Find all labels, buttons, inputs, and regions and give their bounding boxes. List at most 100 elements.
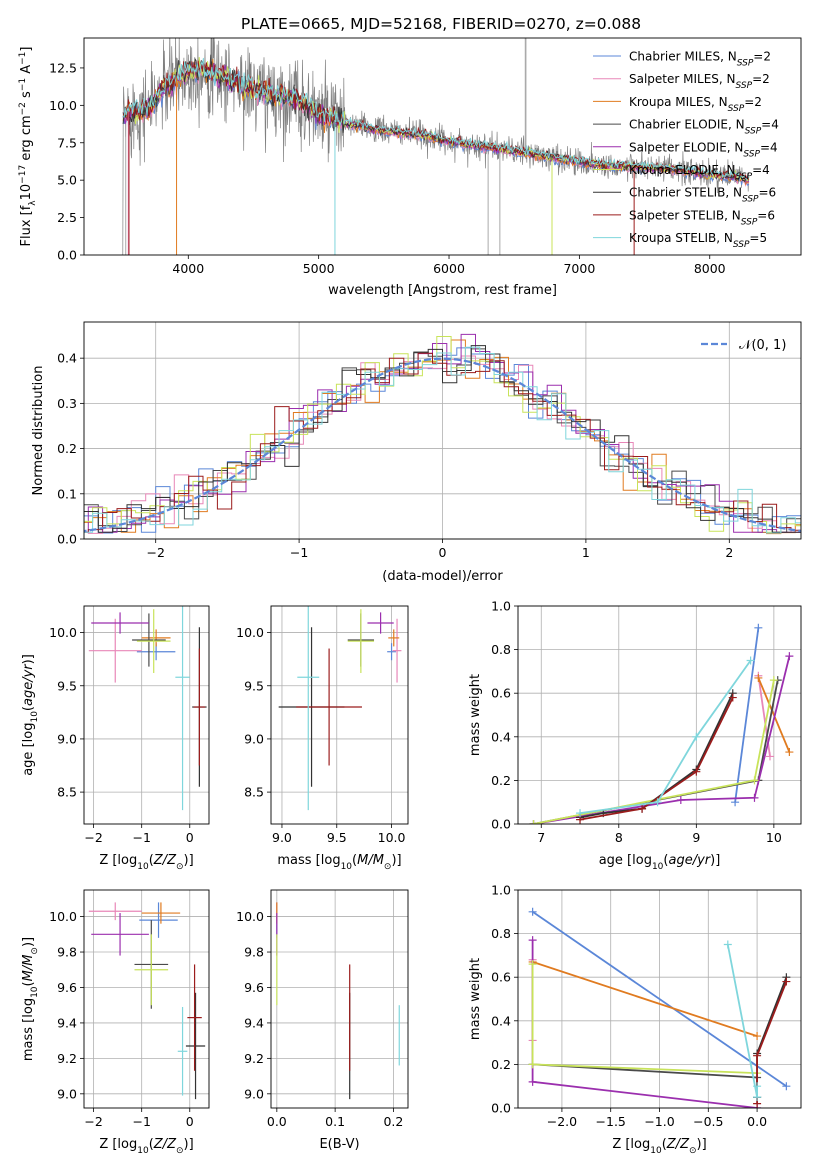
legend-label-kroupa_stelib: Kroupa STELIB, NSSP=5 <box>629 231 767 250</box>
weight-marker-chabrier_miles <box>754 623 763 632</box>
y-tick-label: 10.0 <box>49 909 77 924</box>
histogram-kroupa_elodie <box>84 336 801 533</box>
errorbar-plot <box>88 606 207 811</box>
y-tick-label: 10.0 <box>236 909 264 924</box>
weight-line-kroupa_stelib <box>579 659 752 814</box>
y-tick-label: 9.0 <box>57 1086 77 1101</box>
legend-label-salpeter_stelib: Salpeter STELIB, NSSP=6 <box>629 208 775 227</box>
y-tick-label: 9.4 <box>244 1015 264 1030</box>
histogram-kroupa_stelib <box>84 346 801 534</box>
x-tick-label: −2 <box>84 830 102 845</box>
spectrum-plot <box>120 38 750 255</box>
x-tick-label: 4000 <box>172 261 204 276</box>
x-tick-label: 0 <box>439 545 447 560</box>
x-tick-label: 9.0 <box>272 830 292 845</box>
weight-marker-salpeter_elodie <box>528 936 537 945</box>
weight-marker-kroupa_stelib <box>692 732 701 741</box>
weight-line-kroupa_miles <box>757 677 791 753</box>
panel-7: −2.0 −1.5 −1.0 −0.5 0.0 0.0 0.2 0.4 0.6 0.8 1.0 Z [… <box>468 883 802 1156</box>
weight-line-chabrier_stelib <box>756 976 788 1098</box>
x-tick-label: 10.0 <box>378 830 406 845</box>
x-tick-label: 8000 <box>694 261 726 276</box>
legend-label-salpeter_elodie: Salpeter ELODIE, NSSP=4 <box>629 140 778 159</box>
y-axis-label: Normed distribution <box>31 366 46 496</box>
y-tick-label: 9.6 <box>57 980 77 995</box>
histogram-kroupa_miles <box>84 339 801 535</box>
y-tick-label: 0.3 <box>57 396 77 411</box>
weight-marker-kroupa_elodie <box>528 960 537 969</box>
panel-4: 7 8 9 10 0.0 0.2 0.4 0.6 0.8 1.0 age [log10(age/yr… <box>468 599 802 872</box>
errorbar-plot <box>278 606 402 811</box>
y-tick-label: 0.6 <box>491 970 511 985</box>
x-tick-label: −2.0 <box>547 1114 577 1129</box>
x-tick-label: −1 <box>132 1114 150 1129</box>
weight-marker-kroupa_elodie <box>769 676 778 685</box>
y-tick-label: 8.5 <box>244 785 264 800</box>
y-tick-label: 0.2 <box>57 441 77 456</box>
weight-marker-chabrier_miles <box>782 1082 791 1091</box>
weight-marker-kroupa_stelib <box>753 1093 762 1102</box>
weight-line-kroupa_miles <box>532 961 758 1037</box>
y-tick-label: 9.8 <box>244 945 264 960</box>
legend-label-chabrier_stelib: Chabrier STELIB, NSSP=6 <box>629 186 776 205</box>
x-tick-label: 6000 <box>433 261 465 276</box>
x-tick-label: 5000 <box>303 261 335 276</box>
y-tick-label: 0.2 <box>491 773 511 788</box>
y-tick-label: 9.2 <box>57 1051 77 1066</box>
histogram-salpeter_stelib <box>84 352 801 533</box>
y-tick-label: 0.0 <box>57 248 77 263</box>
y-axis-label: mass weight <box>468 958 483 1040</box>
y-tick-label: 10.0 <box>49 98 77 113</box>
panel-2: −2 −1 0 8.5 9.0 9.5 10.0 Z [log10(Z/Z⊙)] age [lo… <box>21 605 210 872</box>
x-axis-label: (data-model)/error <box>382 569 503 584</box>
x-tick-label: 7 <box>537 830 545 845</box>
panel-5: −2 −1 0 9.0 9.2 9.4 9.6 9.8 10.0 Z [log10(Z/Z⊙)] m… <box>21 889 210 1156</box>
x-tick-label: 9.5 <box>327 830 347 845</box>
axes-frame <box>83 889 210 1109</box>
weight-marker-salpeter_elodie <box>528 1077 537 1086</box>
weight-plot <box>528 907 791 1108</box>
panel-6: 0.0 0.1 0.2 9.0 9.2 9.4 9.6 9.8 10.0 E(B-V) <box>236 889 409 1152</box>
y-tick-label: 9.2 <box>244 1051 264 1066</box>
weight-marker-salpeter_elodie <box>676 796 685 805</box>
panel-1: −2 −1 0 1 2 0.0 0.1 0.2 0.3 0.4 (data-model)/error… <box>31 321 802 584</box>
axes-frame <box>83 37 802 256</box>
y-tick-label: 0.0 <box>57 532 77 547</box>
y-tick-label: 1.0 <box>491 883 511 898</box>
weight-marker-salpeter_elodie <box>750 793 759 802</box>
legend-label-salpeter_miles: Salpeter MILES, NSSP=2 <box>629 72 770 91</box>
y-tick-label: 0.0 <box>491 1101 511 1116</box>
y-axis-label: mass weight <box>468 674 483 756</box>
y-tick-label: 0.2 <box>491 1057 511 1072</box>
legend-label-chabrier_miles: Chabrier MILES, NSSP=2 <box>629 50 771 69</box>
y-tick-label: 12.5 <box>49 60 77 75</box>
x-tick-label: 10 <box>766 830 782 845</box>
axes-frame <box>517 889 802 1109</box>
y-tick-label: 9.0 <box>244 731 264 746</box>
y-tick-label: 5.0 <box>57 173 77 188</box>
legend-label-kroupa_elodie: Kroupa ELODIE, NSSP=4 <box>629 163 770 182</box>
x-tick-label: −1.5 <box>596 1114 626 1129</box>
x-tick-label: −0.5 <box>693 1114 723 1129</box>
x-tick-label: 0.2 <box>383 1114 403 1129</box>
weight-marker-chabrier_miles <box>731 798 740 807</box>
y-axis-label: age [log10(age/yr)] <box>21 654 40 776</box>
y-tick-label: 9.5 <box>244 678 264 693</box>
y-tick-label: 10.0 <box>49 625 77 640</box>
x-tick-label: −1 <box>290 545 308 560</box>
x-tick-label: 0 <box>186 830 194 845</box>
weight-line-salpeter_stelib <box>756 981 788 1104</box>
legend-label-kroupa_miles: Kroupa MILES, NSSP=2 <box>629 95 762 114</box>
y-tick-label: 9.4 <box>57 1015 77 1030</box>
y-tick-label: 8.5 <box>57 785 77 800</box>
weight-marker-salpeter_stelib <box>753 1051 762 1060</box>
y-tick-label: 0.8 <box>491 642 511 657</box>
axes-frame <box>83 321 802 540</box>
model-spectrum-kroupa_stelib <box>122 57 750 181</box>
weight-marker-salpeter_stelib <box>638 804 647 813</box>
weight-line-chabrier_miles <box>532 911 787 1087</box>
weight-marker-chabrier_miles <box>528 907 537 916</box>
y-tick-label: 7.5 <box>57 135 77 150</box>
weight-marker-kroupa_stelib <box>653 798 662 807</box>
